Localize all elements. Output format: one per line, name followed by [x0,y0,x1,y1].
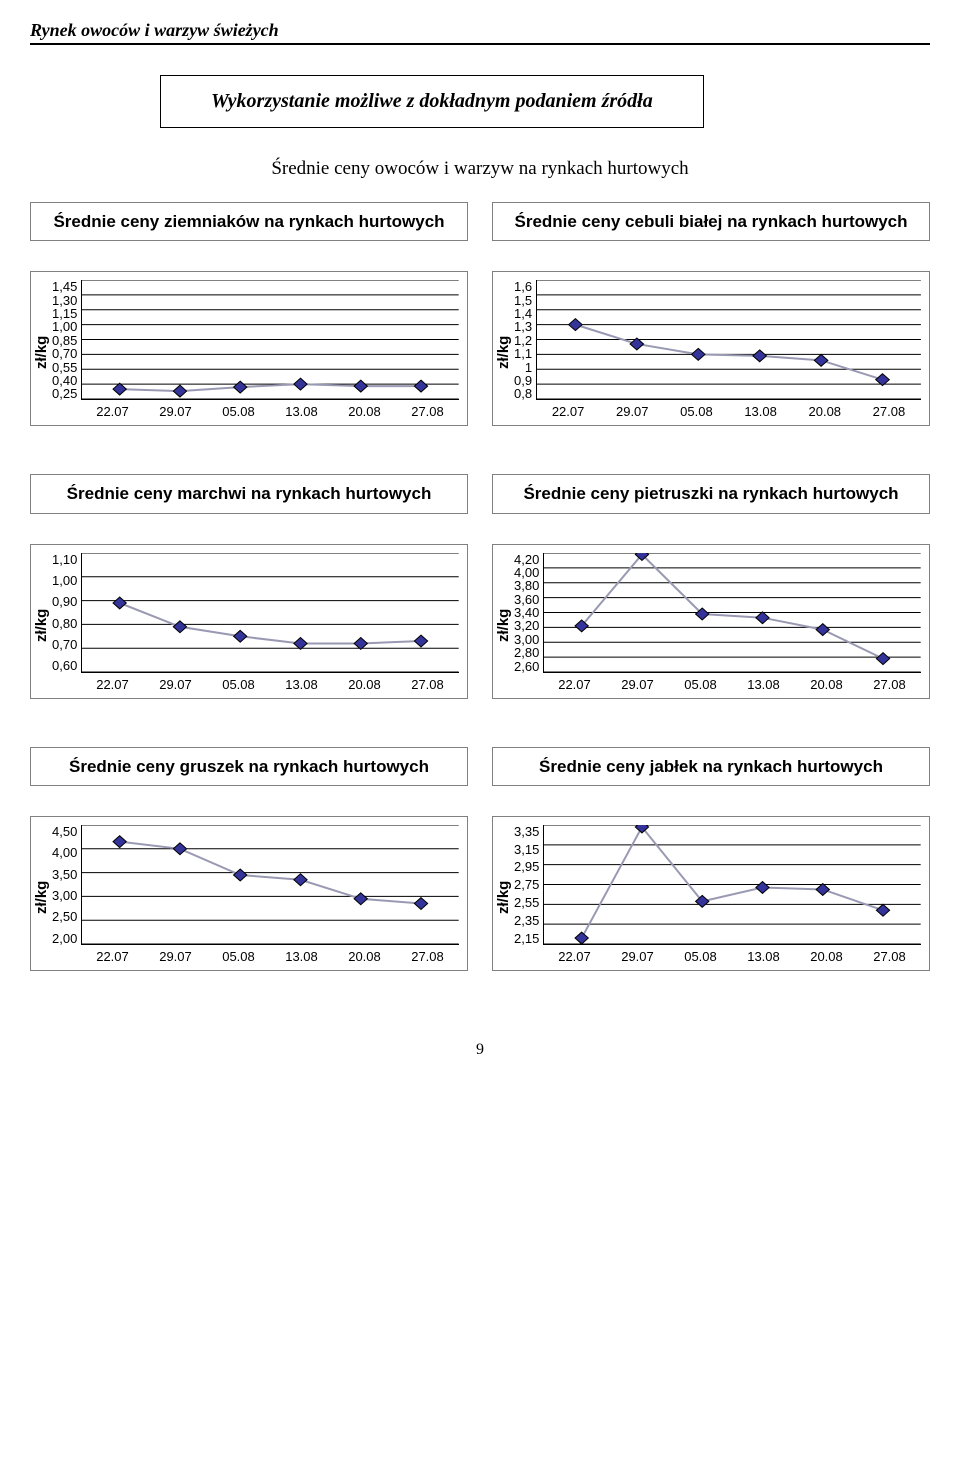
page-number: 9 [30,1041,930,1059]
y-ticks: 1,61,51,41,31,21,110,90,8 [514,280,536,400]
y-axis-label: zł/kg [493,825,514,970]
chart-title: Średnie ceny ziemniaków na rynkach hurto… [30,202,468,241]
chart-body: zł/kg1,101,000,900,800,700,6022.0729.070… [30,544,468,699]
x-ticks: 22.0729.0705.0813.0820.0827.08 [514,400,921,425]
x-ticks: 22.0729.0705.0813.0820.0827.08 [514,945,921,970]
chart-body: zł/kg1,451,301,151,000,850,700,550,400,2… [30,271,468,426]
chart-title: Średnie ceny pietruszki na rynkach hurto… [492,474,930,513]
chart-body: zł/kg4,504,003,503,002,502,0022.0729.070… [30,816,468,971]
chart-body: zł/kg4,204,003,803,603,403,203,002,802,6… [492,544,930,699]
y-ticks: 3,353,152,952,752,552,352,15 [514,825,543,945]
chart-row: Średnie ceny marchwi na rynkach hurtowyc… [30,474,930,698]
x-ticks: 22.0729.0705.0813.0820.0827.08 [52,673,459,698]
usage-note-box: Wykorzystanie możliwe z dokładnym podani… [160,75,704,128]
y-ticks: 1,451,301,151,000,850,700,550,400,25 [52,280,81,400]
chart-pietruszka: Średnie ceny pietruszki na rynkach hurto… [492,474,930,698]
chart-title: Średnie ceny cebuli białej na rynkach hu… [492,202,930,241]
y-ticks: 4,504,003,503,002,502,00 [52,825,81,945]
plot-area [81,825,459,945]
y-axis-label: zł/kg [31,825,52,970]
chart-body: zł/kg1,61,51,41,31,21,110,90,822.0729.07… [492,271,930,426]
chart-row: Średnie ceny ziemniaków na rynkach hurto… [30,202,930,426]
chart-row: Średnie ceny gruszek na rynkach hurtowyc… [30,747,930,971]
y-ticks: 4,204,003,803,603,403,203,002,802,60 [514,553,543,673]
plot-area [81,280,459,400]
page-header: Rynek owoców i warzyw świeżych [30,20,930,45]
y-axis-label: zł/kg [31,553,52,698]
y-axis-label: zł/kg [493,553,514,698]
y-axis-label: zł/kg [31,280,52,425]
chart-gruszki: Średnie ceny gruszek na rynkach hurtowyc… [30,747,468,971]
chart-jablka: Średnie ceny jabłek na rynkach hurtowych… [492,747,930,971]
chart-marchew: Średnie ceny marchwi na rynkach hurtowyc… [30,474,468,698]
chart-title: Średnie ceny jabłek na rynkach hurtowych [492,747,930,786]
section-title: Średnie ceny owoców i warzyw na rynkach … [30,158,930,180]
y-ticks: 1,101,000,900,800,700,60 [52,553,81,673]
chart-cebula: Średnie ceny cebuli białej na rynkach hu… [492,202,930,426]
plot-area [536,280,921,400]
charts-container: Średnie ceny ziemniaków na rynkach hurto… [30,202,930,971]
plot-area [543,553,921,673]
y-axis-label: zł/kg [493,280,514,425]
chart-title: Średnie ceny gruszek na rynkach hurtowyc… [30,747,468,786]
plot-area [81,553,459,673]
chart-title: Średnie ceny marchwi na rynkach hurtowyc… [30,474,468,513]
chart-body: zł/kg3,353,152,952,752,552,352,1522.0729… [492,816,930,971]
x-ticks: 22.0729.0705.0813.0820.0827.08 [52,400,459,425]
x-ticks: 22.0729.0705.0813.0820.0827.08 [52,945,459,970]
plot-area [543,825,921,945]
chart-ziemniaki: Średnie ceny ziemniaków na rynkach hurto… [30,202,468,426]
x-ticks: 22.0729.0705.0813.0820.0827.08 [514,673,921,698]
